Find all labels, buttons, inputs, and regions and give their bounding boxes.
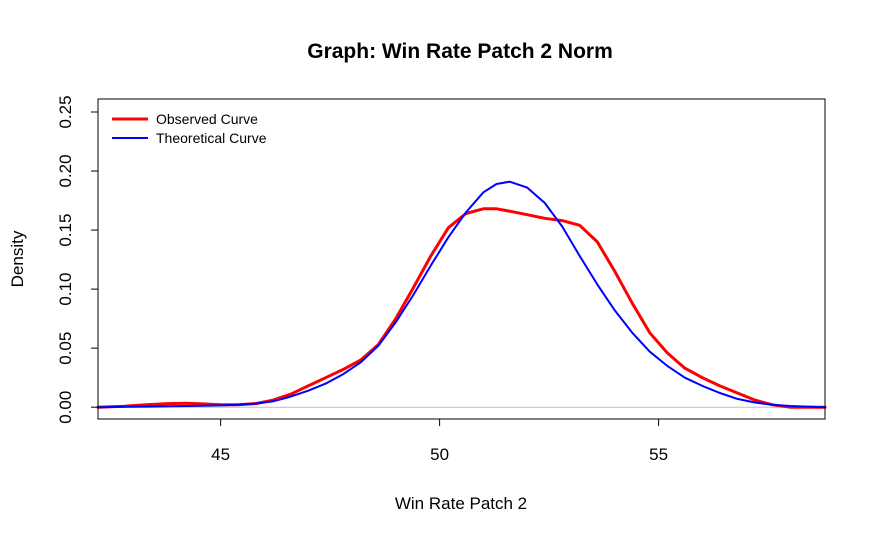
series-line-theoretical xyxy=(97,180,826,409)
legend: Observed Curve Theoretical Curve xyxy=(112,111,267,146)
legend-label: Theoretical Curve xyxy=(156,130,267,146)
y-tick-label: 0.15 xyxy=(56,214,75,247)
y-tick-label: 0.00 xyxy=(56,391,75,424)
y-tick-label: 0.25 xyxy=(56,95,75,128)
y-tick-label: 0.20 xyxy=(56,154,75,187)
x-tick-label: 50 xyxy=(430,445,449,464)
chart-title: Graph: Win Rate Patch 2 Norm xyxy=(307,40,613,63)
legend-label: Observed Curve xyxy=(156,111,258,127)
x-axis: 45 50 55 xyxy=(211,418,668,464)
y-axis-label: Density xyxy=(8,230,27,287)
series-layer xyxy=(96,180,827,409)
y-axis: 0.00 0.05 0.10 0.15 0.20 0.25 xyxy=(56,95,99,424)
x-tick-label: 45 xyxy=(211,445,230,464)
series-line-observed xyxy=(96,207,827,409)
x-axis-label: Win Rate Patch 2 xyxy=(395,494,527,513)
plot-frame xyxy=(97,98,826,420)
y-tick-label: 0.10 xyxy=(56,273,75,306)
plot-area xyxy=(96,98,827,420)
x-tick-label: 55 xyxy=(649,445,668,464)
y-tick-label: 0.05 xyxy=(56,332,75,365)
